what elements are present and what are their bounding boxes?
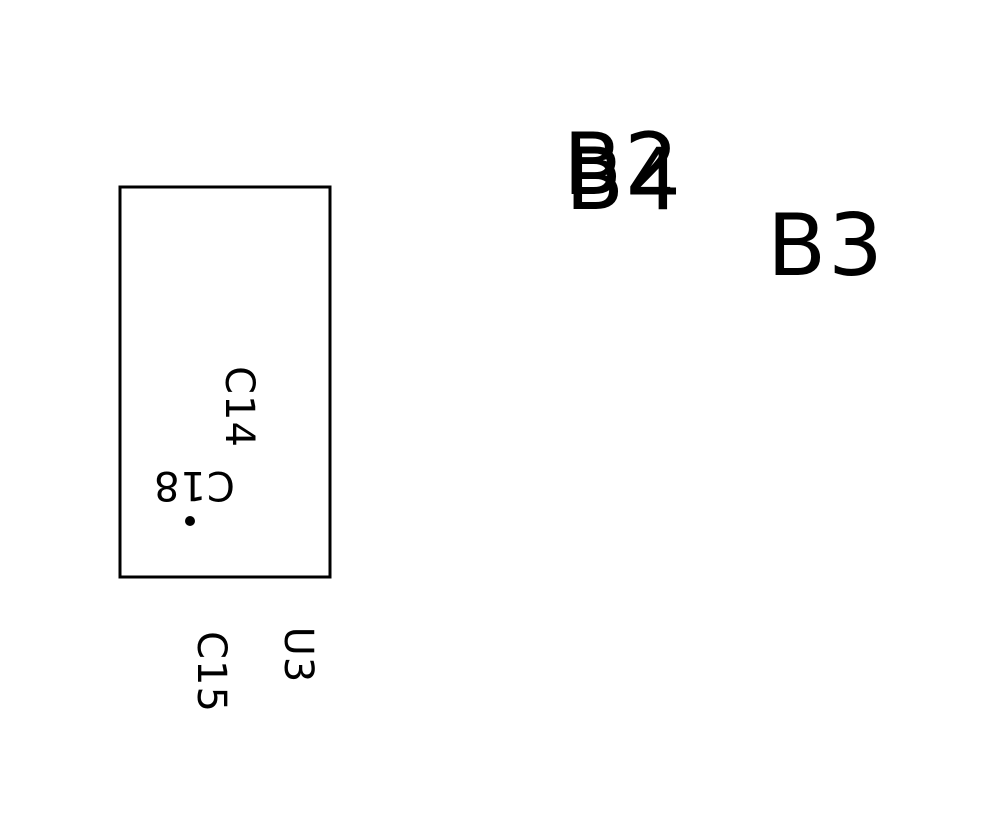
label-c14: C14 [216,366,262,448]
u3-component-outline [118,185,332,579]
label-b2: B2 [563,115,681,215]
pin1-marker-dot [185,516,195,526]
label-b3: B3 [767,196,885,296]
label-b4: B4 [565,130,683,230]
label-u3: U3 [275,626,321,684]
label-c15: C15 [188,631,234,713]
label-c18: C18 [153,462,235,508]
